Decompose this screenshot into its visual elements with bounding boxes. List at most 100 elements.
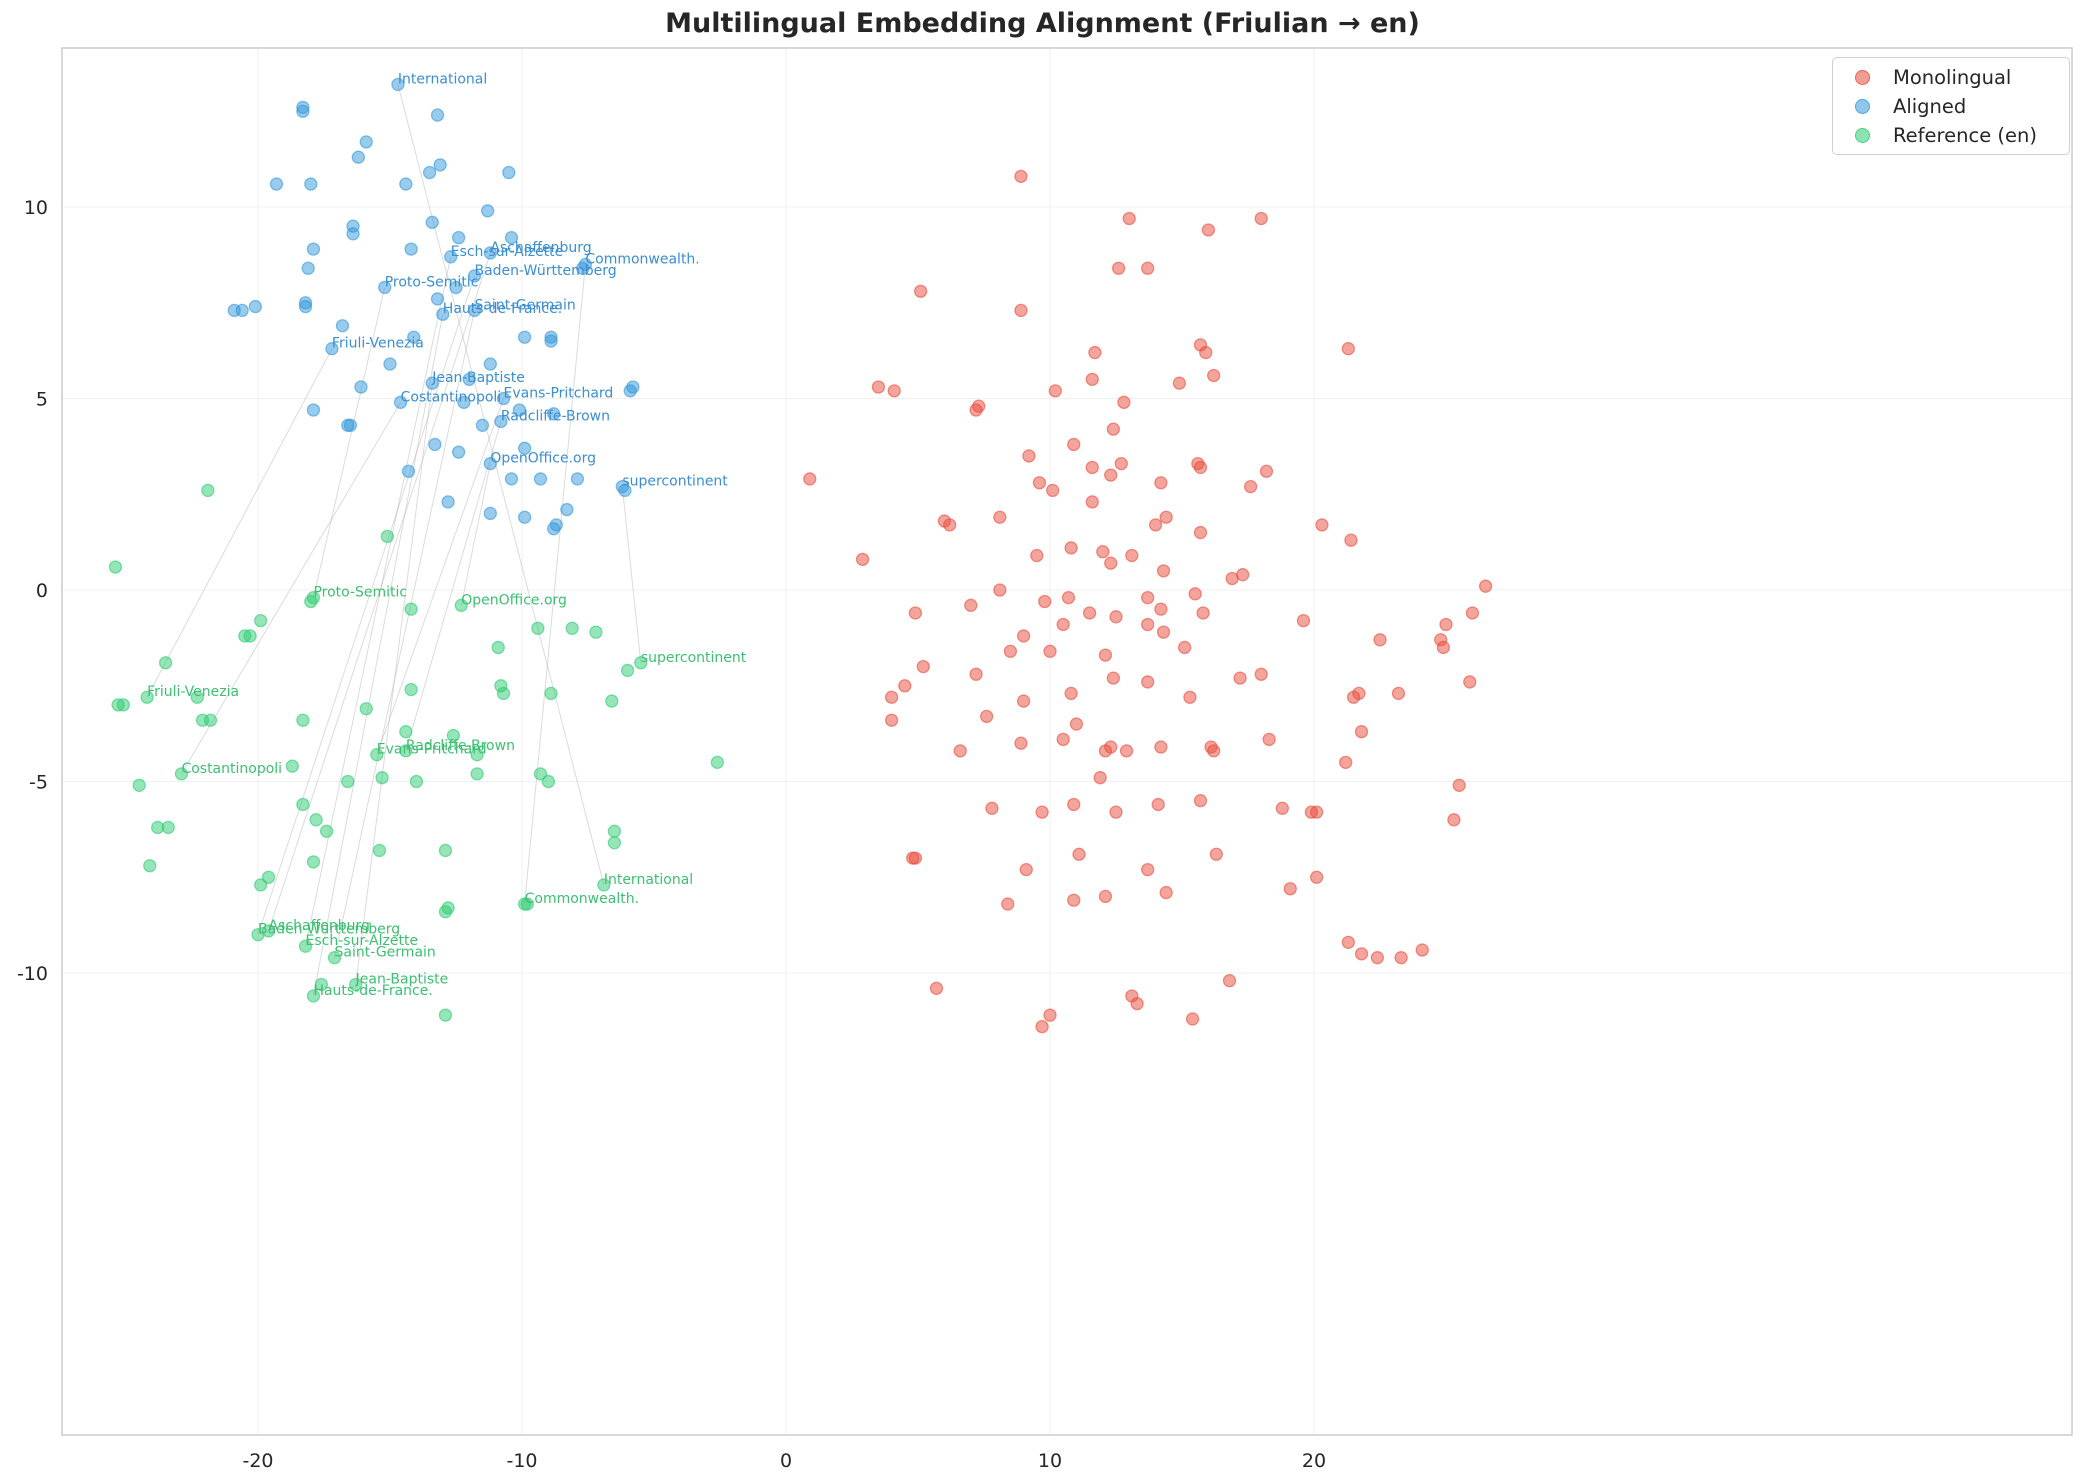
data-point (908, 851, 923, 865)
data-point (409, 774, 424, 789)
data-point (1109, 610, 1123, 624)
alignment-line (312, 287, 386, 598)
data-point (517, 897, 532, 911)
aligned-point-label: Radcliffe-Brown (501, 408, 610, 424)
y-tick-label: 0 (36, 580, 48, 602)
x-axis-ticks: -20 -10 0 10 20 (242, 1450, 1326, 1472)
data-point (634, 656, 648, 670)
data-point (1463, 675, 1477, 689)
data-point (319, 824, 334, 838)
data-point (378, 280, 392, 295)
data-point (441, 495, 455, 509)
data-point (1048, 384, 1062, 398)
data-point (1339, 755, 1353, 769)
data-point (446, 728, 461, 743)
data-point (1014, 303, 1028, 318)
data-point (1014, 169, 1028, 184)
reference-point-label: Commonwealth. (525, 891, 639, 907)
data-point (306, 989, 321, 1003)
reference-point-label: Costantinopoli (181, 761, 282, 777)
reference-point-label: Evans-Pritchard (377, 742, 487, 758)
data-point (1003, 644, 1018, 658)
data-point (1296, 613, 1311, 628)
data-point (1098, 648, 1113, 662)
data-point (483, 456, 497, 471)
data-point (399, 177, 413, 191)
data-point (1122, 211, 1136, 226)
data-point (496, 686, 511, 701)
data-point (483, 506, 497, 521)
data-point (1067, 893, 1081, 907)
aligned-point-label: International (398, 71, 487, 87)
data-point (1436, 640, 1451, 655)
alignment-line (621, 486, 642, 663)
data-point (620, 663, 635, 678)
data-point (238, 629, 252, 643)
data-point (1344, 533, 1358, 547)
data-point (1043, 1008, 1057, 1022)
data-point (438, 1008, 453, 1022)
data-point (502, 165, 516, 180)
data-point (454, 598, 468, 612)
data-point (1141, 675, 1155, 689)
alignment-line (405, 421, 502, 751)
alignment-line (334, 310, 475, 958)
aligned-point-label: Hauts-de-France. (443, 301, 562, 317)
data-point (1283, 882, 1297, 896)
legend-item-reference: Reference (en) (1833, 120, 2037, 150)
data-point (296, 713, 310, 727)
data-point (248, 299, 263, 314)
data-point (544, 334, 558, 348)
data-point (1415, 943, 1429, 957)
alignment-line (376, 398, 504, 755)
x-tick-label: -10 (506, 1450, 537, 1472)
data-point (531, 621, 545, 635)
data-point (1275, 801, 1289, 815)
data-point (140, 690, 154, 704)
data-point (504, 230, 519, 245)
data-point (517, 441, 532, 455)
data-point (607, 824, 622, 838)
data-point (1193, 794, 1208, 808)
data-point (1016, 629, 1031, 643)
data-point (309, 813, 323, 827)
data-point (1098, 889, 1113, 904)
data-point (1085, 495, 1099, 509)
reference-point-label: Baden-Württemberg (258, 922, 400, 938)
data-point (1106, 671, 1121, 685)
data-point (1096, 545, 1110, 559)
data-point (1156, 564, 1171, 578)
plot-frame (61, 47, 2073, 1436)
alignment-line (181, 402, 401, 775)
data-point (1172, 376, 1187, 390)
data-point (576, 261, 590, 275)
legend-item-aligned: Aligned (1833, 91, 1966, 121)
data-point (1309, 870, 1324, 884)
data-point (1069, 717, 1084, 731)
data-point (547, 522, 561, 536)
data-point (1064, 541, 1078, 555)
data-point (436, 307, 450, 321)
reference-point-label: OpenOffice.org (461, 592, 567, 608)
data-point (517, 510, 532, 524)
data-point (953, 744, 967, 758)
data-point (483, 246, 497, 260)
data-point (1117, 395, 1131, 409)
data-point (253, 613, 268, 628)
data-point (979, 709, 994, 724)
grid-lines (62, 48, 2072, 1435)
data-point (401, 464, 416, 478)
data-point (1341, 342, 1355, 356)
data-point (1465, 606, 1480, 620)
data-point (884, 690, 899, 704)
data-point (1373, 633, 1387, 647)
data-point (871, 380, 886, 394)
data-point (1191, 456, 1205, 471)
data-point (533, 472, 548, 486)
y-tick-label: -10 (17, 963, 48, 985)
data-point (304, 594, 318, 609)
alignment-line (146, 348, 333, 698)
data-point (1207, 744, 1221, 758)
x-tick-label: 10 (1038, 1450, 1062, 1472)
alignment-line (355, 383, 433, 985)
